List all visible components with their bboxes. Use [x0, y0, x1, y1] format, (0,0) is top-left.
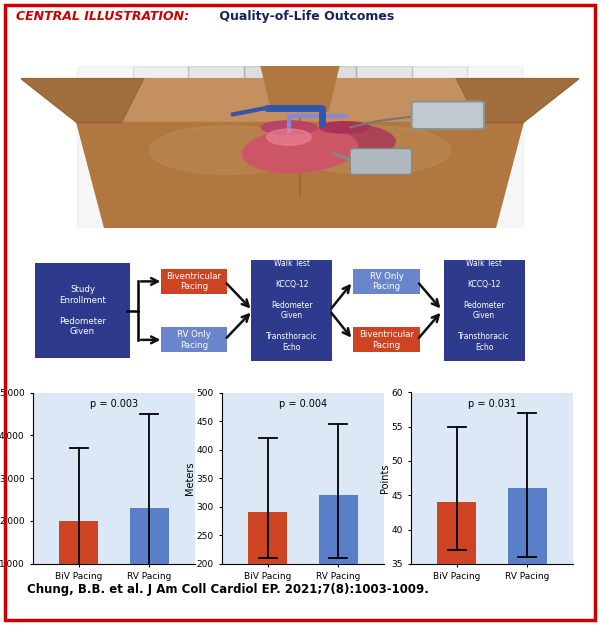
FancyBboxPatch shape: [161, 328, 227, 352]
Bar: [248, 512, 287, 564]
Text: p = 0.004: p = 0.004: [279, 399, 327, 409]
Bar: [188, 66, 244, 228]
Text: RV Only
Pacing: RV Only Pacing: [177, 330, 211, 349]
Polygon shape: [261, 66, 339, 111]
Bar: [523, 66, 579, 228]
Bar: [412, 66, 467, 228]
Text: p = 0.031: p = 0.031: [468, 399, 516, 409]
Ellipse shape: [242, 127, 358, 172]
Ellipse shape: [305, 124, 395, 156]
Bar: [21, 66, 77, 228]
FancyBboxPatch shape: [353, 328, 420, 352]
Y-axis label: Meters: Meters: [185, 461, 195, 495]
Bar: [467, 66, 523, 228]
Bar: [437, 502, 476, 564]
Text: 6MWT Distance: 6MWT Distance: [251, 372, 349, 382]
Text: p = 0.003: p = 0.003: [90, 399, 138, 409]
Bar: [59, 521, 98, 564]
Text: Quality-of-Life Outcomes: Quality-of-Life Outcomes: [215, 10, 394, 22]
Y-axis label: Points: Points: [380, 463, 390, 493]
Polygon shape: [21, 79, 579, 122]
Bar: [77, 66, 133, 228]
Text: 6 Minute
Walk Test

KCCQ-12

Pedometer
Given

Transthoracic
Echo

Device Check: 6 Minute Walk Test KCCQ-12 Pedometer Giv…: [458, 249, 510, 372]
Ellipse shape: [149, 126, 305, 174]
Ellipse shape: [295, 126, 451, 174]
Bar: [356, 66, 412, 228]
FancyBboxPatch shape: [443, 260, 524, 361]
FancyBboxPatch shape: [412, 101, 484, 129]
Bar: [133, 66, 188, 228]
Text: RV Only
Pacing: RV Only Pacing: [370, 272, 403, 291]
FancyBboxPatch shape: [350, 149, 412, 174]
Ellipse shape: [261, 121, 317, 134]
Polygon shape: [21, 79, 144, 122]
Text: Biventricular
Pacing: Biventricular Pacing: [166, 272, 221, 291]
Text: Biventricular
Pacing: Biventricular Pacing: [359, 330, 414, 349]
Ellipse shape: [320, 122, 370, 133]
Bar: [130, 508, 169, 564]
Text: Daily Step Count: Daily Step Count: [64, 372, 168, 382]
Polygon shape: [77, 122, 523, 228]
Text: KCCQ-12 Score: KCCQ-12 Score: [437, 372, 531, 382]
Bar: [300, 66, 356, 228]
Text: CENTRAL ILLUSTRATION:: CENTRAL ILLUSTRATION:: [16, 10, 189, 22]
FancyBboxPatch shape: [35, 262, 130, 358]
Text: Chung, B.B. et al. J Am Coll Cardiol EP. 2021;7(8):1003-1009.: Chung, B.B. et al. J Am Coll Cardiol EP.…: [26, 583, 428, 596]
Bar: [508, 488, 547, 564]
Text: Patient with LVAD and Biventricular ICD: Patient with LVAD and Biventricular ICD: [161, 41, 439, 54]
Text: Study
Enrollment

Pedometer
Given: Study Enrollment Pedometer Given: [59, 286, 106, 336]
FancyBboxPatch shape: [353, 269, 420, 294]
FancyBboxPatch shape: [251, 260, 332, 361]
Ellipse shape: [266, 129, 311, 145]
Bar: [319, 495, 358, 564]
Text: Study Schema: Study Schema: [250, 237, 350, 249]
Text: 6 Minute
Walk Test

KCCQ-12

Pedometer
Given

Transthoracic
Echo

Device Check: 6 Minute Walk Test KCCQ-12 Pedometer Giv…: [266, 249, 317, 372]
Polygon shape: [456, 79, 579, 122]
FancyBboxPatch shape: [161, 269, 227, 294]
Bar: [244, 66, 300, 228]
